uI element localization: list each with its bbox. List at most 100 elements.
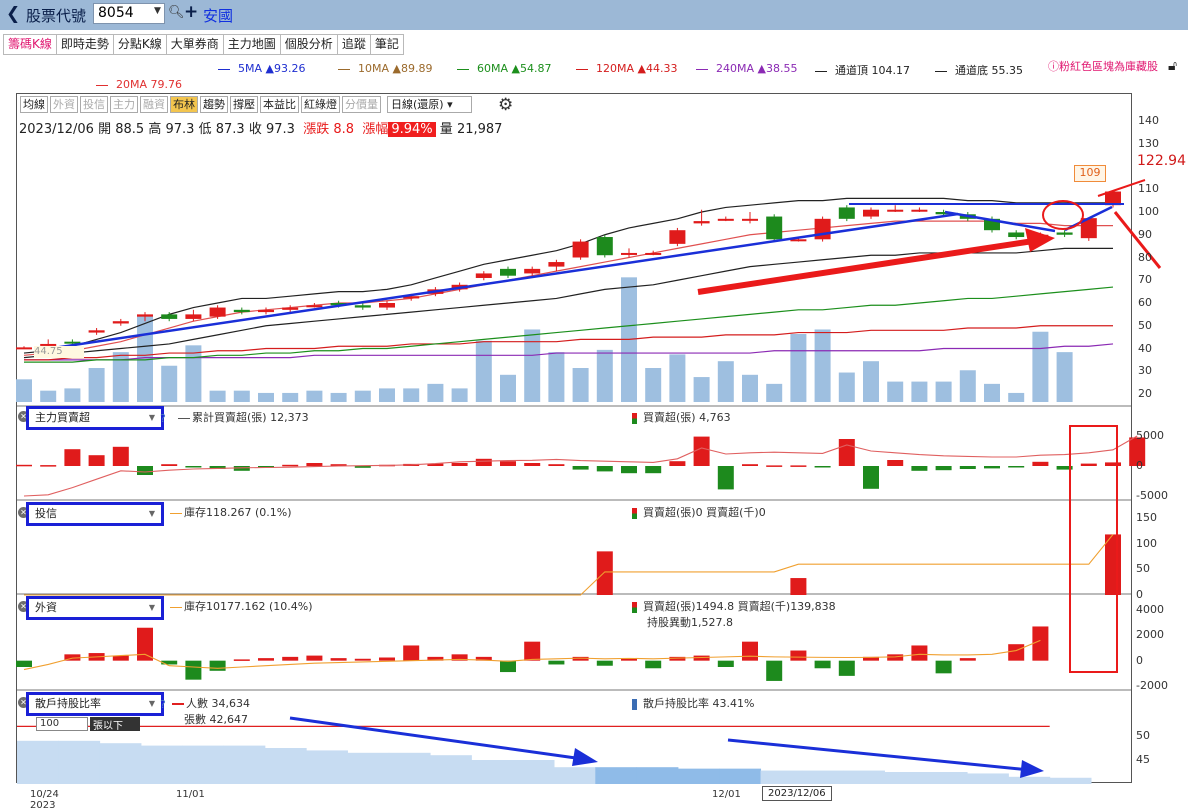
toolbar-btn-1[interactable]: 外資 [50,96,78,113]
candle-body [258,309,274,313]
net-bar-3 [790,650,807,661]
toolbar-btn-7[interactable]: 撐壓 [230,96,258,113]
panel4-selector[interactable]: 散戶持股比率 ▼ [26,692,164,716]
panel4-shares-legend: 張數 42,647 [184,713,248,726]
tab-tracking[interactable]: 追蹤 [336,34,370,55]
holder-area [306,750,348,784]
holder-area [925,772,968,784]
price-tick-100: 100 [1138,205,1159,218]
tab-chip-kline[interactable]: 籌碼K線 [3,34,56,55]
panel1-close-icon[interactable]: ✕ [18,411,29,422]
help-icon[interactable]: ? [160,412,166,425]
volume-bar [330,392,347,402]
holder-area [388,752,431,784]
panel2-selector[interactable]: 投信 ▼ [26,502,164,526]
volume-bar [790,334,807,402]
volume-bar [863,361,879,402]
stock-name[interactable]: 安國 [203,7,234,25]
legend-channel-bottom: 通道底 55.35 [935,62,1023,78]
dropdown-arrow-icon[interactable]: ▼ [154,6,161,16]
holder-area [264,748,307,784]
candle-body [185,314,202,319]
volume-bar [451,388,468,402]
toolbar-btn-10[interactable]: 分價量 [342,96,381,113]
volume-bar [258,392,274,402]
close-label: 收 [248,122,262,137]
candle-body [717,218,734,221]
holder-filter-select[interactable]: 100 [36,717,88,731]
search-icon[interactable]: 🔍︎ [168,5,185,20]
toolbar-btn-3[interactable]: 主力 [110,96,138,113]
high-value: 97.3 [165,122,195,137]
volume-bar [887,381,904,402]
candle-body [645,252,662,255]
tab-big-brokers[interactable]: 大單券商 [165,34,223,55]
holder-area [595,767,638,784]
net-bar-1 [427,463,444,466]
net-bar-3 [742,641,758,661]
candle-body [838,207,855,219]
volume-bar [548,352,565,402]
tab-analysis[interactable]: 個股分析 [279,34,337,55]
trend-arrow-red [697,237,1041,295]
gear-icon[interactable]: ⚙ [498,95,514,115]
period-select[interactable]: 日線(還原) ▾ [387,96,472,113]
x-label-1101: 11/01 [176,789,205,800]
candle-body [621,252,637,255]
price-tick-90: 90 [1138,227,1152,241]
volume-bar [306,390,323,402]
net-bar-1 [693,436,710,466]
help-icon[interactable]: ? [160,698,166,711]
highlight-ellipse [1042,200,1084,230]
candle-body [64,341,81,344]
arrow-head-blue-2 [1020,760,1044,778]
net-bar-3 [403,645,420,661]
net-bar-1 [306,463,323,466]
net-bar-2 [790,578,807,595]
panel3-change-legend: 持股異動1,527.8 [647,616,733,629]
back-arrow-icon[interactable]: ❮ [6,4,21,24]
toolbar-btn-4[interactable]: 融資 [140,96,168,113]
toolbar-btn-9[interactable]: 紅綠燈 [301,96,340,113]
stock-code-input[interactable]: 8054 [93,3,165,24]
tab-branch-kline[interactable]: 分點K線 [112,34,166,55]
panel-line-2 [24,534,1114,596]
add-icon[interactable]: + [184,2,199,22]
volume-bar [112,352,129,402]
panel3-tick: -2000 [1136,679,1168,692]
toolbar-btn-0[interactable]: 均線 [20,96,48,113]
panel4-close-icon[interactable]: ✕ [18,697,29,708]
panel3-close-icon[interactable]: ✕ [18,601,29,612]
panel3-selector[interactable]: 外資 ▼ [26,596,164,620]
tab-notes[interactable]: 筆記 [369,34,404,55]
volume-bar [64,388,81,402]
panel2-close-icon[interactable]: ✕ [18,507,29,518]
chevron-down-icon: ▼ [148,509,155,518]
highlight-box [1069,425,1118,673]
net-bar-1 [500,461,516,466]
toolbar-btn-5[interactable]: 布林 [170,96,198,113]
net-bar-2 [596,551,613,595]
net-bar-3 [669,656,686,661]
lock-icon[interactable]: 🔓︎ [1168,58,1178,74]
toolbar-btn-6[interactable]: 趨勢 [200,96,228,113]
tab-realtime[interactable]: 即時走勢 [55,34,113,55]
price-tick-30: 30 [1138,364,1152,378]
volume-bar [524,329,541,402]
panel1-cum-legend: 累計買賣超(張) 12,373 [178,409,309,425]
tab-main-map[interactable]: 主力地圖 [222,34,280,55]
net-bar-3 [258,658,274,661]
net-bar-1 [959,466,976,469]
panel2-selector-label: 投信 [35,507,57,520]
volume-bar [1032,331,1049,402]
net-bar-1 [475,458,492,466]
arrow-head-blue-1 [572,748,598,766]
toolbar-btn-2[interactable]: 投信 [80,96,108,113]
legend-60ma: 60MA ▲54.87 [457,62,551,75]
high-label: 高 [148,122,162,137]
panel1-selector[interactable]: 主力買賣超 ▼ [26,406,164,430]
toolbar-btn-8[interactable]: 本益比 [260,96,299,113]
net-bar-1 [984,466,1000,469]
volume-bar [427,383,444,402]
net-bar-1 [1129,437,1146,466]
